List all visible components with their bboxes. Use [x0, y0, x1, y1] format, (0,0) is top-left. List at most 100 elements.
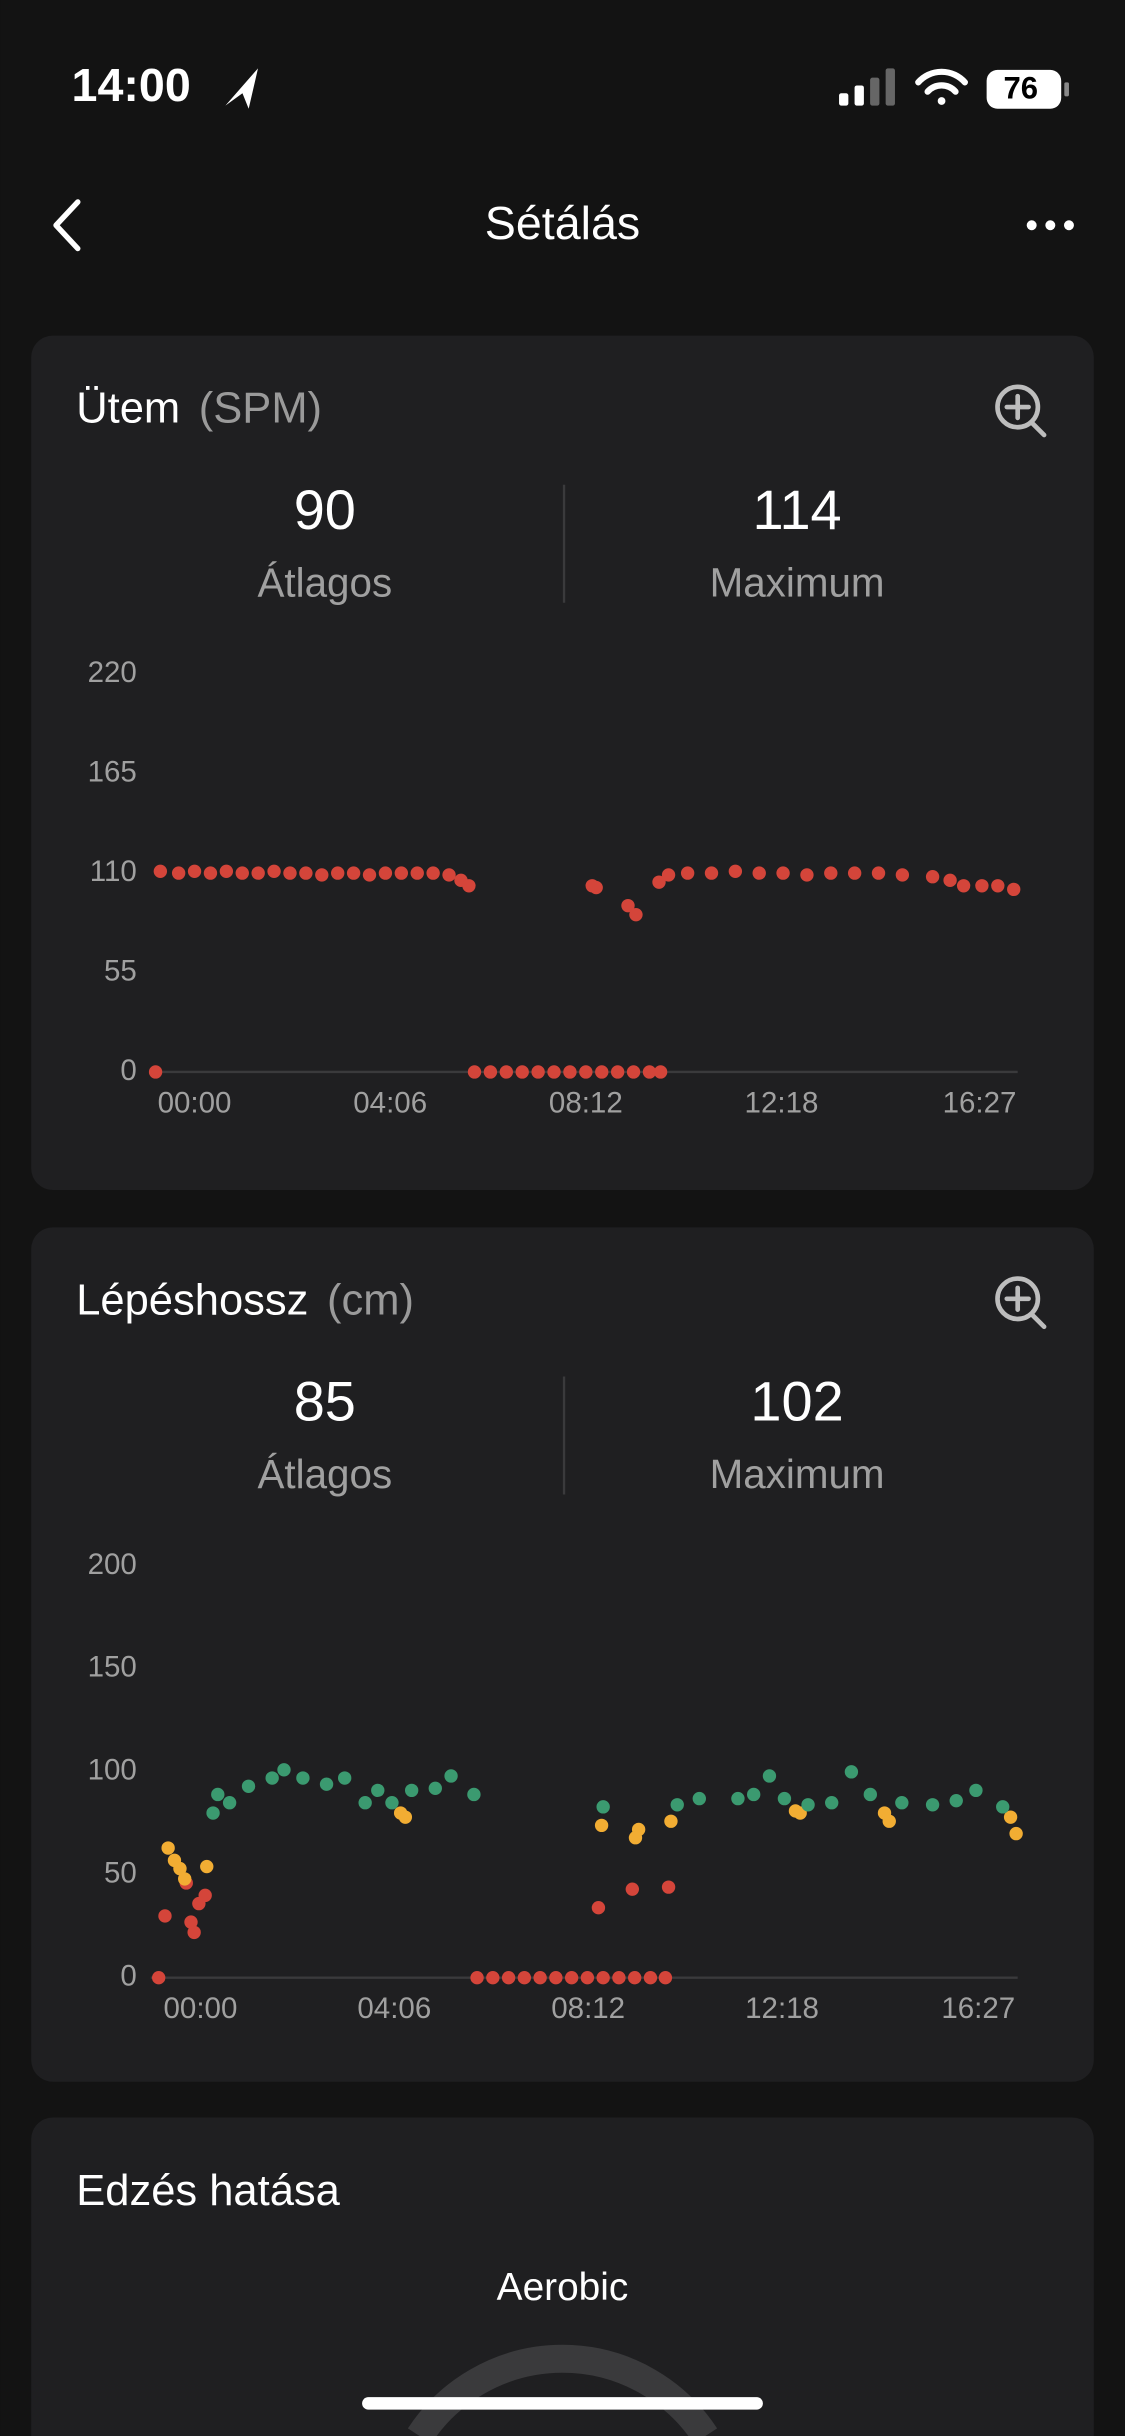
- more-button[interactable]: [1026, 220, 1074, 231]
- data-point: [680, 866, 695, 880]
- data-point: [319, 1777, 334, 1791]
- chart-unit: (cm): [327, 1277, 414, 1325]
- data-point: [596, 1800, 610, 1814]
- page-title: Sétálás: [485, 197, 640, 249]
- x-tick-label: 00:00: [158, 1086, 232, 1119]
- data-point: [394, 866, 409, 880]
- stat-value: 90: [294, 478, 356, 541]
- data-point: [184, 1915, 198, 1929]
- data-point: [777, 1791, 792, 1806]
- data-point: [1003, 1810, 1018, 1824]
- data-point: [895, 868, 910, 882]
- data-point: [296, 1771, 310, 1785]
- home-indicator: [362, 2397, 763, 2410]
- data-point: [658, 1971, 673, 1985]
- data-point: [579, 1065, 593, 1079]
- data-point: [515, 1065, 529, 1079]
- data-point: [547, 1065, 561, 1079]
- y-tick-label: 55: [104, 954, 137, 987]
- card-title: Edzés hatása: [76, 2167, 340, 2215]
- data-point: [251, 866, 265, 880]
- data-point: [198, 1888, 212, 1903]
- data-point: [629, 908, 643, 922]
- x-tick-label: 00:00: [164, 1992, 238, 2025]
- data-point: [211, 1787, 225, 1802]
- card-title: Ütem (SPM): [76, 385, 322, 433]
- data-point: [428, 1781, 442, 1795]
- data-point: [800, 868, 814, 882]
- data-point: [444, 1769, 458, 1783]
- x-tick-label: 04:06: [357, 1992, 431, 2025]
- stat-label: Maximum: [710, 559, 885, 605]
- stat-value: 102: [750, 1370, 843, 1433]
- data-point: [670, 1798, 684, 1812]
- data-point: [943, 873, 957, 888]
- y-tick-label: 0: [120, 1054, 136, 1087]
- data-point: [467, 1065, 482, 1079]
- chart-unit: (SPM): [199, 385, 322, 433]
- wifi-icon: [915, 68, 968, 105]
- data-point: [642, 1065, 657, 1079]
- y-tick-label: 0: [120, 1959, 136, 1992]
- data-point: [564, 1971, 579, 1985]
- data-point: [470, 1971, 484, 1985]
- y-tick-label: 110: [90, 855, 137, 888]
- data-point: [517, 1971, 532, 1985]
- data-point: [728, 864, 743, 878]
- y-tick-label: 200: [88, 1548, 137, 1581]
- signal-icon: [839, 68, 895, 106]
- stat-value: 85: [294, 1370, 356, 1433]
- data-point: [531, 1065, 545, 1079]
- data-point: [824, 866, 838, 880]
- data-point: [331, 866, 345, 880]
- data-point: [241, 1779, 256, 1793]
- data-point: [664, 1814, 678, 1828]
- data-point: [265, 1771, 279, 1785]
- x-tick-label: 16:27: [941, 1992, 1015, 2025]
- battery-cap: [1064, 82, 1069, 97]
- status-time: 14:00: [72, 59, 191, 111]
- location-icon: [225, 68, 258, 109]
- data-point: [925, 1798, 940, 1812]
- chart-title: Ütem: [76, 385, 180, 433]
- data-point: [991, 879, 1005, 893]
- data-point: [747, 1787, 761, 1802]
- data-point: [594, 1818, 609, 1833]
- charts: Ütem (SPM) 90 Átlagos 114 Maximum 0 55 110 165 220…: [76, 384, 1047, 2025]
- data-point: [206, 1806, 220, 1820]
- zoom-handle: [1029, 420, 1047, 438]
- stat-label: Átlagos: [257, 1451, 392, 1497]
- data-point: [378, 866, 393, 880]
- data-point: [956, 879, 971, 893]
- data-point: [148, 1065, 163, 1079]
- data-point: [173, 1861, 187, 1876]
- chart-title: Lépéshossz: [76, 1277, 308, 1325]
- data-point: [267, 864, 281, 878]
- card: [31, 1227, 1094, 2082]
- data-point: [187, 864, 202, 878]
- data-point: [844, 1765, 859, 1779]
- x-tick-label: 12:18: [745, 1992, 819, 2025]
- data-point: [661, 1880, 676, 1894]
- data-point: [501, 1971, 516, 1985]
- data-point: [847, 866, 862, 880]
- data-point: [410, 866, 424, 880]
- zoom-button[interactable]: [995, 1276, 1047, 1330]
- data-point: [549, 1971, 563, 1985]
- battery-icon: [986, 69, 1062, 109]
- data-point: [752, 866, 766, 880]
- data-point: [467, 1787, 481, 1802]
- effect-label: Aerobic: [497, 2266, 629, 2309]
- data-point: [153, 864, 168, 878]
- data-point: [315, 868, 329, 882]
- data-point: [625, 1882, 640, 1896]
- zoom-button[interactable]: [995, 384, 1047, 438]
- battery-level: 76: [1004, 70, 1039, 105]
- data-point: [404, 1783, 419, 1798]
- data-point: [219, 864, 234, 878]
- back-button[interactable]: [53, 199, 81, 252]
- y-tick-label: 100: [88, 1754, 137, 1787]
- data-point: [591, 1901, 606, 1915]
- data-point: [949, 1793, 963, 1808]
